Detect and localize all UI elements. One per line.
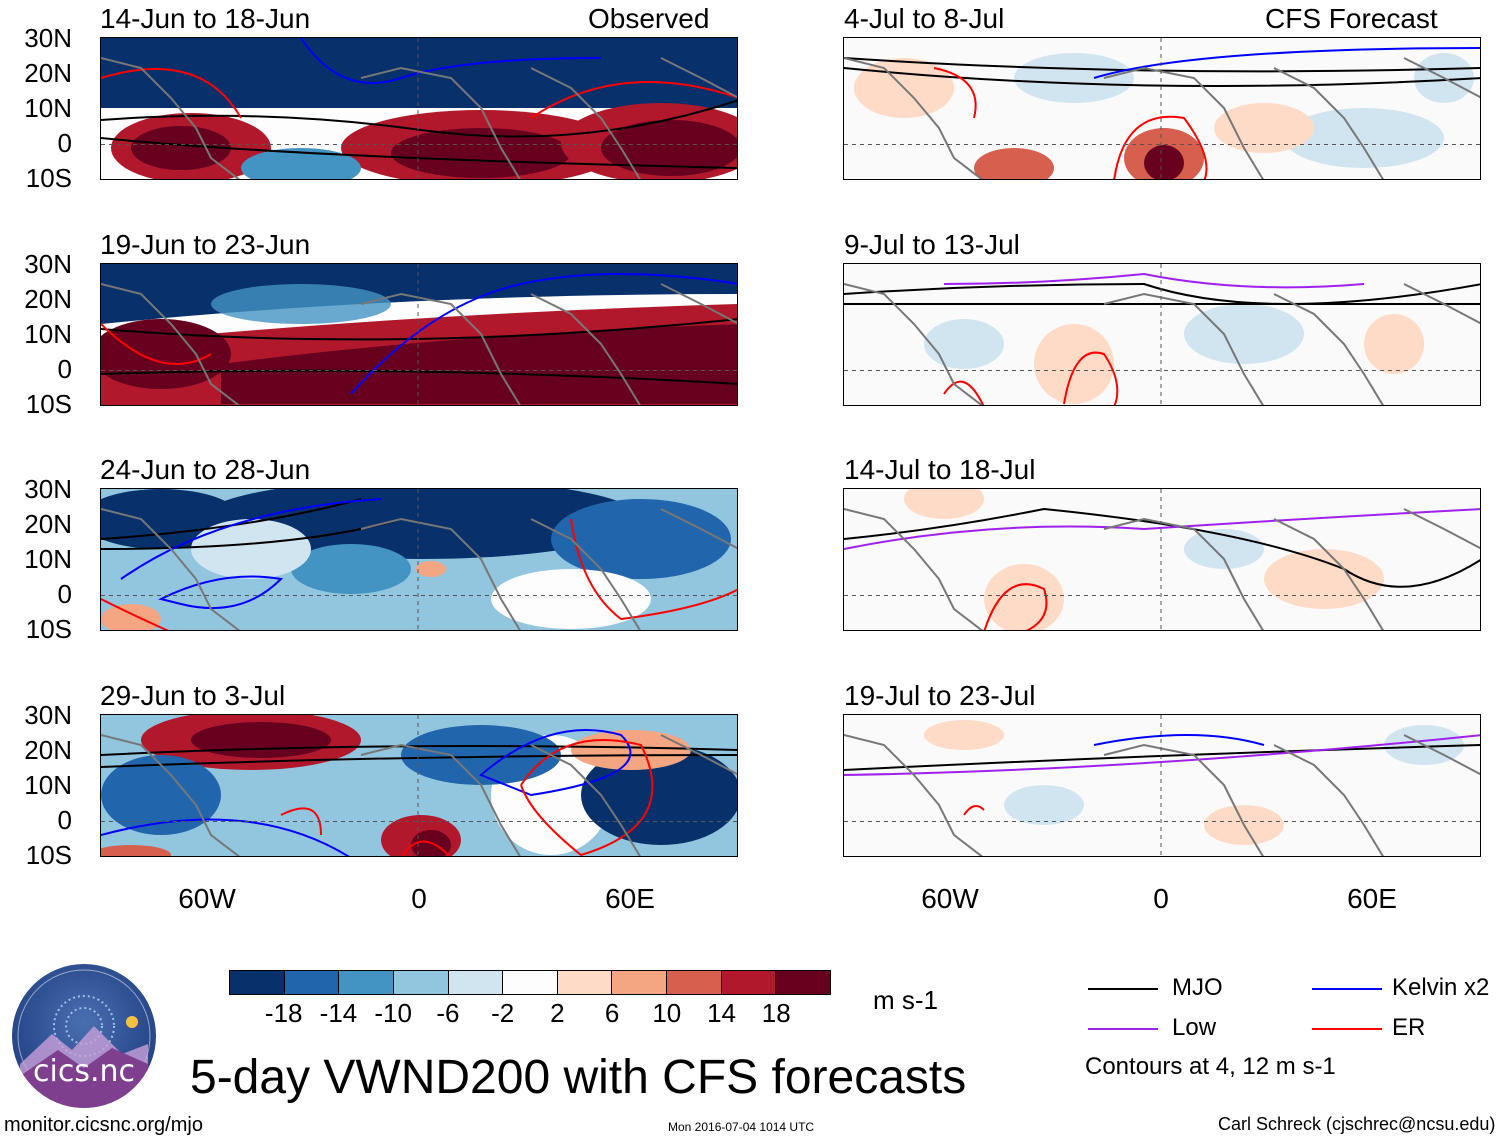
x-tick-0-left: 0 [411,883,427,914]
footer-timestamp: Mon 2016-07-04 1014 UTC [668,1120,815,1134]
colorbar-tick-label: 14 [707,998,736,1028]
panel-title-3: 24-Jun to 28-Jun [100,454,311,485]
x-tick-60e-left: 60E [605,883,655,914]
colorbar-swatch [721,971,777,994]
y-tick-label: 0 [57,805,72,835]
y-tick-label: 20N [24,284,72,314]
colorbar-tick-label: 18 [761,998,791,1028]
x-tick-60e-right: 60E [1347,883,1397,914]
cics-logo: cics.nc [12,964,156,1108]
colorbar-swatch [776,971,831,994]
y-tick-label: 10N [24,93,72,123]
forecast-header: CFS Forecast [1265,3,1438,34]
logo-text: cics.nc [33,1054,135,1089]
y-tick-label: 10S [25,614,72,644]
legend-er-line [1312,1028,1382,1030]
map-panel-obs-1 [100,37,738,180]
legend-kelvin-label: Kelvin x2 [1392,974,1490,1001]
y-tick-label: 0 [57,128,72,158]
x-tick-0-right: 0 [1153,883,1169,914]
x-tick-60w-left: 60W [178,883,236,914]
y-tick-label: 10N [24,319,72,349]
legend-mjo-line [1088,988,1158,990]
map-panel-fcst-3 [843,488,1481,631]
colorbar-tick-label: -18 [264,998,303,1028]
colorbar-swatch [503,971,558,994]
colorbar-units: m s-1 [873,985,938,1015]
colorbar-tick-label: 6 [604,998,620,1028]
map-panel-fcst-1 [843,37,1481,180]
panel-title-8: 19-Jul to 23-Jul [844,680,1036,711]
legend-mjo-label: MJO [1172,974,1223,1001]
colorbar-swatch [393,971,449,994]
map-panel-fcst-2 [843,263,1481,406]
y-tick-label: 0 [57,579,72,609]
colorbar-swatch [557,971,613,994]
main-title: 5-day VWND200 with CFS forecasts [190,1051,967,1104]
legend-low-line [1088,1028,1158,1030]
colorbar-swatch [612,971,668,994]
y-tick-label: 10N [24,544,72,574]
panel-title-1: 14-Jun to 18-Jun [100,3,311,34]
x-tick-60w-right: 60W [921,883,979,914]
colorbar-tick-label: -10 [374,998,412,1028]
colorbar-swatch [284,971,340,994]
y-tick-label: 30N [24,249,72,279]
legend-low-label: Low [1172,1014,1217,1041]
y-tick-label: 10S [25,840,72,870]
colorbar-tick-label: -14 [319,998,358,1028]
y-tick-label: 20N [24,509,72,539]
y-tick-label: 0 [57,354,72,384]
legend-contour-note: Contours at 4, 12 m s-1 [1085,1053,1336,1080]
observed-header: Observed [588,3,710,34]
y-tick-label: 20N [24,58,72,88]
legend-kelvin-line [1312,988,1382,990]
y-tick-label: 20N [24,735,72,765]
panel-title-4: 29-Jun to 3-Jul [100,680,286,711]
colorbar-swatch [339,971,394,994]
map-panel-obs-2 [100,263,738,406]
map-panel-obs-3 [100,488,738,631]
colorbar-tick-label: -6 [436,998,460,1028]
colorbar-tick-label: -2 [491,998,515,1028]
panel-title-6: 9-Jul to 13-Jul [844,229,1020,260]
y-tick-label: 30N [24,700,72,730]
colorbar-tick-label: 2 [550,998,565,1028]
map-panel-obs-4 [100,714,738,857]
panel-title-5: 4-Jul to 8-Jul [844,3,1005,34]
y-tick-label: 10S [25,163,72,193]
map-panel-fcst-4 [843,714,1481,857]
colorbar-tick-label: 10 [652,998,682,1028]
colorbar-swatch [448,971,504,994]
panel-title-2: 19-Jun to 23-Jun [100,229,311,260]
footer-url[interactable]: monitor.cicsnc.org/mjo [4,1114,203,1136]
y-tick-label: 10N [24,770,72,800]
panel-title-7: 14-Jul to 18-Jul [844,454,1036,485]
y-tick-label: 30N [24,23,72,53]
colorbar [229,970,831,995]
y-tick-label: 30N [24,474,72,504]
colorbar-swatch [230,971,285,994]
footer-author[interactable]: Carl Schreck (cjschrec@ncsu.edu) [1218,1114,1496,1134]
y-tick-label: 10S [25,389,72,419]
legend-er-label: ER [1392,1014,1426,1041]
colorbar-swatch [667,971,722,994]
